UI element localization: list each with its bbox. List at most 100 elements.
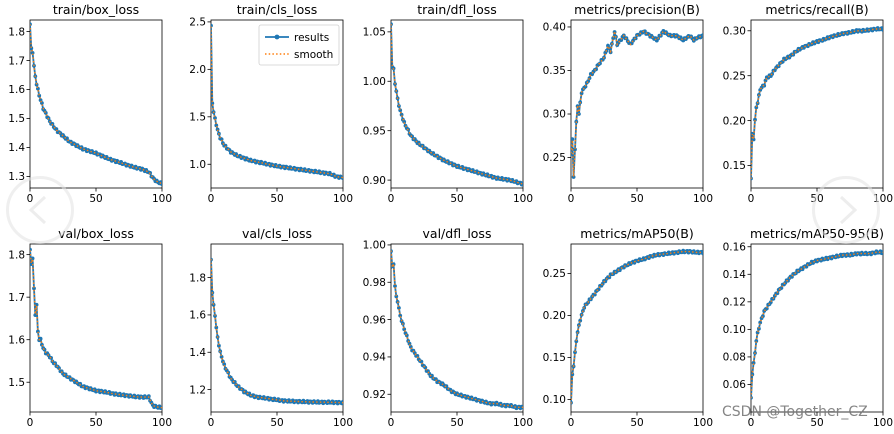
x-tick-label: 0	[388, 193, 395, 205]
results-series-line	[571, 249, 703, 403]
y-tick-label: 1.8	[8, 249, 25, 261]
results-point	[571, 137, 575, 142]
x-tick-label: 0	[208, 193, 215, 205]
y-tick-label: 0.98	[363, 277, 386, 289]
smooth-series-line	[751, 28, 883, 180]
y-tick-label: 0.94	[363, 352, 387, 364]
y-tick-label: 0.10	[723, 324, 746, 336]
next-image-button[interactable]	[812, 176, 880, 244]
axes-frame	[570, 19, 704, 189]
plot-area	[211, 257, 343, 406]
y-tick-label: 1.00	[363, 240, 386, 252]
plot-area	[571, 29, 703, 179]
results-point	[592, 292, 597, 297]
results-point	[573, 147, 577, 152]
y-tick-label: 0.35	[543, 65, 566, 77]
axes-frame	[29, 243, 163, 413]
x-tick-label: 50	[270, 193, 283, 205]
x-tick-label: 50	[450, 193, 463, 205]
results-point	[211, 257, 213, 262]
legend-box	[258, 24, 340, 66]
legend: results smooth	[258, 24, 340, 66]
results-point	[214, 325, 219, 330]
y-tick-label: 0.08	[723, 352, 746, 364]
x-tick-label: 0	[748, 193, 755, 205]
results-point	[764, 306, 769, 311]
y-tick-label: 0.40	[543, 22, 566, 34]
x-tick-label: 0	[748, 417, 755, 429]
chart-title: train/box_loss	[53, 2, 139, 17]
results-series-line	[30, 249, 162, 410]
legend-smooth-label: smooth	[294, 49, 333, 61]
y-tick-label: 0.12	[723, 297, 746, 309]
results-point	[341, 399, 343, 404]
results-point	[215, 127, 220, 132]
x-tick-label: 50	[89, 193, 102, 205]
x-tick-label: 50	[270, 417, 283, 429]
x-tick-label: 0	[568, 193, 575, 205]
results-point	[573, 350, 577, 355]
y-tick-label: 1.4	[8, 142, 25, 154]
results-series-line	[751, 249, 883, 398]
results-point	[37, 93, 42, 98]
x-tick-label: 100	[333, 417, 353, 429]
chart-title: train/cls_loss	[237, 2, 318, 17]
plot-area	[30, 247, 162, 410]
chart-panel: train/dfl_loss 0 50 100 0.90 0.95 1.00 1.05	[363, 2, 533, 205]
results-point	[394, 294, 399, 299]
y-tick-label: 0.96	[363, 314, 387, 326]
results-point	[211, 23, 213, 28]
x-tick-label: 50	[450, 417, 463, 429]
x-tick-label: 100	[693, 417, 713, 429]
y-tick-label: 1.6	[8, 334, 25, 346]
results-point	[211, 101, 215, 106]
chart-title: metrics/recall(B)	[765, 2, 868, 17]
results-series-line	[211, 259, 343, 405]
results-point	[391, 249, 393, 254]
results-point	[33, 313, 38, 317]
results-point	[701, 251, 703, 256]
y-tick-label: 1.5	[8, 113, 25, 125]
results-point	[213, 314, 217, 318]
x-tick-label: 50	[630, 193, 643, 205]
results-point	[211, 302, 216, 307]
smooth-series-line	[391, 23, 523, 185]
y-tick-label: 0.14	[723, 269, 747, 281]
y-tick-label: 0.20	[543, 310, 566, 322]
results-point	[402, 119, 407, 124]
previous-image-button[interactable]	[6, 176, 74, 244]
y-tick-label: 1.0	[189, 159, 206, 171]
results-point	[583, 84, 588, 89]
smooth-series-line	[391, 250, 523, 408]
chart-title: metrics/mAP50(B)	[580, 226, 693, 241]
results-point	[579, 91, 584, 96]
y-tick-label: 0.30	[723, 25, 746, 37]
results-point	[619, 38, 624, 42]
results-point	[574, 339, 579, 344]
results-series-line	[571, 29, 703, 178]
results-point	[775, 291, 780, 296]
chart-panel: train/cls_loss 0 50 100 1.0 1.5 2.0 2.5 results s…	[189, 2, 353, 205]
results-point	[222, 362, 227, 367]
y-tick-label: 0.25	[543, 152, 566, 164]
axes-frame	[570, 243, 704, 413]
smooth-series-line	[751, 251, 883, 399]
results-point	[415, 354, 420, 358]
legend-results-marker	[274, 34, 280, 40]
y-tick-label: 0.15	[723, 160, 746, 172]
results-point	[881, 250, 883, 254]
chart-panel: val/cls_loss 0 50 100 1.2 1.4 1.6 1.8	[189, 226, 353, 429]
results-point	[393, 284, 397, 288]
x-tick-label: 100	[333, 193, 353, 205]
y-tick-label: 1.7	[8, 292, 25, 304]
y-tick-label: 1.6	[189, 310, 206, 322]
results-series-line	[391, 251, 523, 410]
x-tick-label: 0	[208, 417, 215, 429]
x-tick-label: 50	[89, 417, 102, 429]
axes-frame	[390, 19, 524, 189]
results-point	[881, 28, 883, 32]
y-tick-label: 0.95	[363, 125, 386, 137]
smooth-series-line	[571, 30, 703, 177]
